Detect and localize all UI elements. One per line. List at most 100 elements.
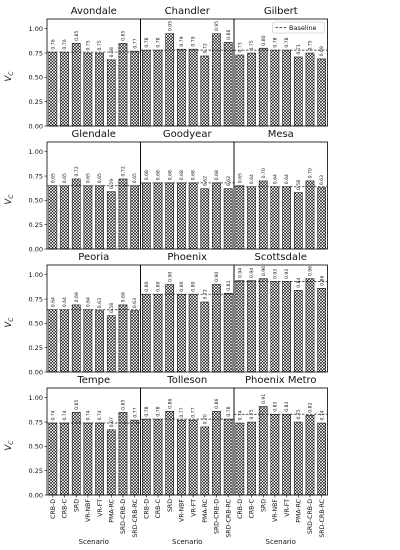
- bar-gilbert-srd-crb-d: [305, 52, 315, 127]
- value-label-goodyear-crb-c: 0.68: [156, 170, 162, 180]
- x-tick-label-srd-crb-d: SRD-CRB-D: [120, 499, 127, 534]
- y-tick-label: 1.00: [29, 148, 43, 156]
- value-label-mesa-crb-d: 0.65: [237, 173, 243, 183]
- value-label-peoria-crb-c: 0.64: [62, 297, 68, 307]
- value-label-glendale-pma-rc: 0.59: [109, 179, 115, 189]
- y-tick-label: 1.00: [29, 394, 43, 402]
- value-label-tolleson-vr-ft: 0.77: [191, 407, 197, 417]
- bar-avondale-srd: [71, 43, 81, 127]
- value-label-avondale-crb-c: 0.76: [62, 39, 68, 49]
- bar-peoria-srd: [71, 304, 81, 373]
- panel-title-scottsdale: Scottsdale: [255, 252, 307, 263]
- bar-avondale-vr-nbf: [83, 52, 93, 127]
- bar-scottsdale-pma-rc: [293, 290, 303, 373]
- value-label-chandler-pma-rc: 0.72: [202, 43, 208, 53]
- bar-avondale-srd-crb-d: [118, 43, 128, 127]
- bar-chandler-srd-crb-rc: [223, 42, 233, 127]
- bar-chandler-vr-nbf: [177, 48, 186, 127]
- y-tick-label: 0.00: [29, 122, 43, 130]
- value-label-goodyear-srd-crb-rc: 0.62: [226, 176, 232, 186]
- x-tick-label-srd-crb-rc: SRD-CRB-RC: [132, 499, 139, 538]
- value-label-tempe-vr-nbf: 0.74: [86, 410, 92, 420]
- bar-tempe-vr-ft: [95, 422, 104, 496]
- legend-baseline-label: Baseline: [289, 24, 317, 32]
- value-label-scottsdale-crb-c: 0.94: [249, 268, 255, 278]
- y-axis-label-row-1: VC: [4, 71, 15, 82]
- panel-title-peoria: Peoria: [78, 252, 109, 263]
- y-tick-label: 0.50: [29, 443, 43, 451]
- y-axis-label-main: V: [4, 321, 14, 328]
- value-label-tolleson-srd-crb-d: 0.86: [214, 399, 220, 409]
- bar-tolleson-crb-c: [153, 418, 163, 496]
- bar-avondale-crb-c: [60, 51, 69, 127]
- value-label-tolleson-crb-d: 0.78: [144, 406, 150, 416]
- y-tick-label: 1.00: [29, 271, 43, 279]
- x-tick-label-srd-crb-d: SRD-CRB-D: [214, 499, 221, 534]
- bar-tempe-srd: [71, 412, 81, 496]
- x-tick-label-pma-rc: PMA-RC: [295, 499, 302, 523]
- bar-gilbert-pma-rc: [293, 56, 303, 127]
- value-label-peoria-vr-ft: 0.63: [97, 298, 103, 308]
- value-label-tolleson-srd-crb-rc: 0.78: [226, 406, 232, 416]
- bar-tempe-vr-nbf: [83, 422, 93, 496]
- panel-title-mesa: Mesa: [268, 129, 294, 140]
- value-label-gilbert-srd-crb-d: 0.75: [308, 40, 314, 50]
- value-label-peoria-vr-nbf: 0.64: [86, 297, 92, 307]
- bar-goodyear-pma-rc: [200, 188, 210, 250]
- panel-title-chandler: Chandler: [165, 6, 211, 17]
- value-label-gilbert-crb-d: 0.73: [237, 42, 243, 52]
- value-label-glendale-crb-d: 0.65: [50, 173, 56, 183]
- bar-gilbert-srd: [258, 47, 268, 127]
- bar-avondale-srd-crb-rc: [130, 50, 139, 127]
- y-axis-label-sub: C: [8, 71, 15, 76]
- bar-mesa-srd-crb-d: [305, 180, 315, 250]
- value-label-tempe-vr-ft: 0.74: [97, 410, 103, 420]
- value-label-chandler-crb-c: 0.78: [156, 37, 162, 47]
- panel-title-tempe: Tempe: [76, 375, 110, 386]
- bar-avondale-vr-ft: [95, 52, 104, 127]
- value-label-gilbert-srd: 0.80: [261, 35, 267, 45]
- value-label-glendale-vr-nbf: 0.65: [86, 173, 92, 183]
- value-label-mesa-crb-c: 0.64: [249, 174, 255, 184]
- bar-mesa-crb-c: [247, 186, 256, 250]
- value-label-peoria-srd-crb-d: 0.69: [121, 292, 127, 302]
- value-label-glendale-srd-crb-rc: 0.65: [132, 173, 138, 183]
- y-axis-label-main: V: [4, 444, 14, 451]
- bar-phoenix-srd-crb-rc: [223, 292, 233, 373]
- y-axis-label-row-4: VC: [4, 440, 15, 451]
- y-tick-label: 0.50: [29, 197, 43, 205]
- bar-phoenix-metro-srd: [258, 406, 268, 496]
- value-label-glendale-srd-crb-d: 0.72: [121, 166, 127, 176]
- value-label-phoenix-vr-ft: 0.80: [191, 281, 197, 291]
- y-axis-label-row-3: VC: [4, 317, 15, 328]
- value-label-tempe-srd: 0.85: [74, 400, 80, 410]
- bar-glendale-srd: [71, 178, 81, 250]
- value-label-tolleson-crb-c: 0.78: [156, 406, 162, 416]
- bar-scottsdale-vr-nbf: [270, 281, 280, 373]
- bar-avondale-pma-rc: [106, 59, 116, 127]
- value-label-scottsdale-srd: 0.96: [261, 266, 267, 276]
- y-tick-label: 0.25: [29, 221, 43, 229]
- bar-phoenix-metro-vr-nbf: [270, 414, 280, 496]
- bar-mesa-pma-rc: [293, 192, 303, 250]
- value-label-chandler-vr-nbf: 0.79: [179, 36, 185, 46]
- bar-chandler-crb-d: [142, 49, 151, 127]
- bar-tolleson-crb-d: [142, 418, 151, 496]
- value-label-glendale-crb-c: 0.65: [62, 173, 68, 183]
- x-tick-label-vr-nbf: VR-NBF: [272, 499, 279, 522]
- value-label-phoenix-metro-srd: 0.91: [261, 394, 267, 404]
- y-tick-label: 0.00: [29, 491, 43, 499]
- value-label-tolleson-srd: 0.86: [167, 399, 173, 409]
- bar-phoenix-crb-c: [153, 293, 163, 373]
- value-label-goodyear-crb-d: 0.68: [144, 170, 150, 180]
- value-label-chandler-srd-crb-rc: 0.86: [226, 30, 232, 40]
- value-label-phoenix-crb-d: 0.80: [144, 281, 150, 291]
- x-tick-label-vr-nbf: VR-NBF: [179, 499, 186, 522]
- y-tick-label: 0.75: [29, 418, 43, 426]
- bar-chandler-crb-c: [153, 49, 163, 127]
- bar-mesa-crb-d: [235, 185, 245, 250]
- panel-title-gilbert: Gilbert: [264, 6, 298, 17]
- x-tick-label-pma-rc: PMA-RC: [108, 499, 115, 523]
- bar-glendale-crb-d: [48, 185, 58, 250]
- bar-phoenix-metro-crb-c: [247, 421, 256, 496]
